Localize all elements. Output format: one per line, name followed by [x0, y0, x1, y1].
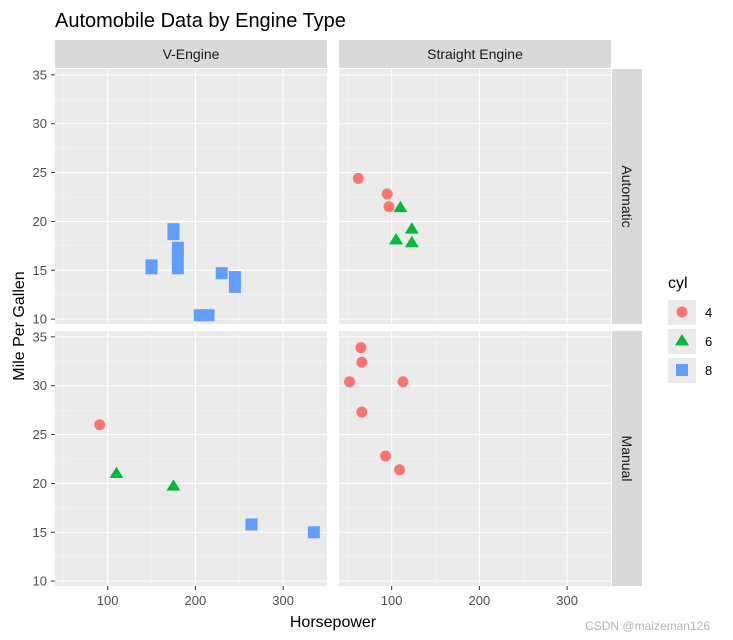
data-point-cyl-4	[397, 376, 409, 388]
y-tick-label: 35	[33, 329, 47, 344]
panel-background	[55, 331, 327, 586]
facet-panels: V-Engine Straight Engine Automatic Manual 10…	[33, 40, 642, 608]
legend-label: 6	[705, 334, 712, 349]
x-axis-title: Horsepower	[290, 614, 377, 631]
column-strip-label: V-Engine	[163, 46, 220, 62]
x-tick-label: 300	[272, 593, 294, 608]
y-tick-label: 10	[33, 312, 47, 327]
data-point-cyl-4	[94, 419, 106, 431]
row-strip-automatic	[612, 69, 642, 324]
panel-v-engine-automatic: 10 15 20 25 30 35	[33, 67, 327, 327]
y-tick-label: 20	[33, 476, 47, 491]
x-tick-label: 100	[97, 593, 119, 608]
data-point-cyl-6	[393, 200, 408, 213]
panel-straight-engine-manual: 100 200 300	[339, 331, 611, 608]
data-point-cyl-4	[352, 172, 364, 184]
data-point-cyl-6	[109, 466, 124, 478]
column-strip-label: Straight Engine	[427, 46, 523, 62]
chart-title: Automobile Data by Engine Type	[55, 10, 346, 32]
data-point-cyl-8	[145, 262, 158, 275]
row-strip-label: Automatic	[619, 165, 635, 227]
panel-background	[339, 331, 611, 586]
data-point-cyl-8	[215, 267, 228, 280]
y-axis-title: Mile Per Gallen	[11, 271, 28, 380]
data-point-cyl-8	[307, 526, 320, 539]
data-point-cyl-8	[245, 518, 258, 531]
y-tick-label: 20	[33, 214, 47, 229]
data-point-cyl-8	[167, 223, 180, 236]
data-point-cyl-8	[171, 262, 184, 275]
data-point-cyl-4	[355, 342, 367, 354]
legend-marker-cyl-4	[676, 306, 688, 318]
data-point-cyl-8	[202, 309, 215, 322]
data-point-cyl-6	[389, 232, 404, 245]
y-tick-label: 25	[33, 165, 47, 180]
x-tick-label: 300	[556, 593, 578, 608]
y-tick-label: 30	[33, 116, 47, 131]
y-tick-label: 10	[33, 574, 47, 589]
row-strip-label: Manual	[619, 436, 635, 482]
data-point-cyl-4	[381, 188, 393, 200]
legend-label: 8	[705, 363, 712, 378]
data-point-cyl-4	[383, 201, 395, 213]
panel-v-engine-manual: 10 15 20 25 30 35 100 200 300	[33, 329, 327, 608]
legend-label: 4	[705, 305, 712, 320]
panel-background	[339, 69, 611, 324]
data-point-cyl-4	[380, 450, 392, 462]
x-tick-label: 100	[381, 593, 403, 608]
data-point-cyl-8	[228, 271, 241, 284]
legend-marker-cyl-6	[675, 334, 689, 346]
row-strip-manual	[612, 331, 642, 586]
watermark: CSDN @maizeman126	[585, 619, 710, 633]
data-point-cyl-4	[356, 406, 368, 418]
panel-background	[55, 69, 327, 324]
data-point-cyl-6	[166, 479, 181, 491]
legend: cyl 4 6 8	[668, 275, 712, 383]
column-strip-straight-engine	[339, 40, 611, 68]
x-tick-label: 200	[185, 593, 207, 608]
column-strip-v-engine	[55, 40, 327, 68]
y-tick-label: 15	[33, 525, 47, 540]
y-tick-label: 30	[33, 378, 47, 393]
data-point-cyl-8	[171, 241, 184, 254]
x-tick-label: 200	[469, 593, 491, 608]
y-tick-label: 35	[33, 67, 47, 82]
data-point-cyl-6	[404, 222, 419, 234]
data-point-cyl-4	[394, 464, 406, 476]
data-point-cyl-6	[404, 235, 419, 248]
y-tick-label: 25	[33, 427, 47, 442]
panel-straight-engine-automatic	[339, 69, 611, 324]
legend-title: cyl	[668, 275, 688, 292]
y-tick-label: 15	[33, 263, 47, 278]
data-point-cyl-8	[228, 280, 241, 293]
data-point-cyl-4	[344, 376, 356, 388]
data-point-cyl-4	[356, 356, 368, 368]
legend-marker-cyl-8	[676, 364, 688, 376]
